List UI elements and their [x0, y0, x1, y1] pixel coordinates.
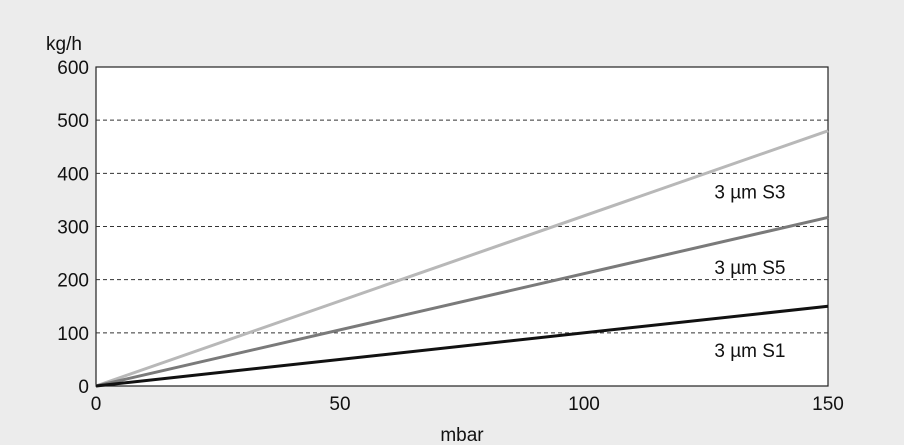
series-annotation: 3 µm S1	[714, 341, 785, 362]
x-tick-label: 50	[329, 394, 350, 415]
y-tick-label: 500	[57, 111, 89, 132]
y-axis-ticks: 0 100 200 300 400 500 600	[57, 58, 89, 398]
series-line-3	[95, 304, 829, 388]
x-axis-ticks: 0 50 100 150	[91, 394, 844, 415]
series-annotation: 3 µm S5	[714, 258, 785, 279]
y-tick-label: 600	[57, 58, 89, 79]
y-axis-title: kg/h	[46, 34, 82, 55]
x-tick-label: 150	[812, 394, 844, 415]
x-axis-title: mbar	[440, 425, 484, 445]
y-tick-label: 300	[57, 218, 89, 239]
x-tick-label: 0	[91, 394, 102, 415]
y-tick-label: 200	[57, 271, 89, 292]
series-annotation: 3 µm S3	[714, 182, 785, 203]
y-tick-label: 400	[57, 164, 89, 185]
series-annotations: 3 µm S3 3 µm S5 3 µm S1	[714, 182, 785, 361]
series-line-1	[95, 129, 829, 388]
y-tick-label: 100	[57, 324, 89, 345]
x-tick-label: 100	[568, 394, 600, 415]
series-line-2	[95, 215, 829, 388]
series-lines	[95, 129, 829, 388]
y-tick-label: 0	[78, 377, 89, 398]
